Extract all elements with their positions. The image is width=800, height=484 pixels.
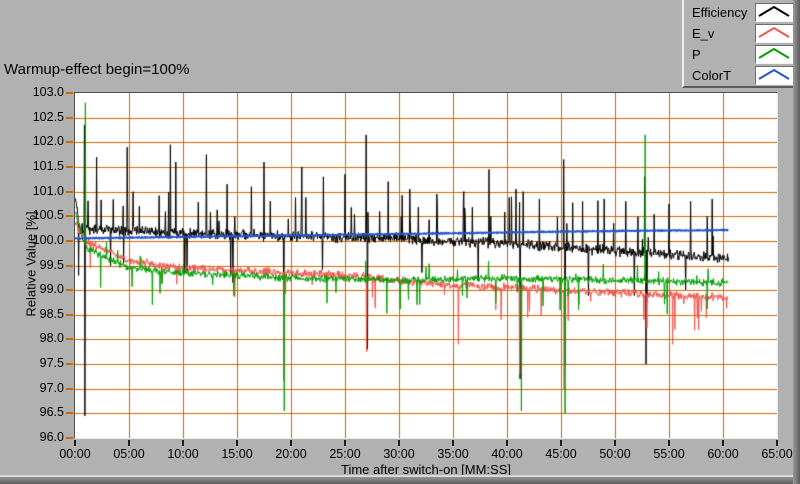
y-tick-label: 101.0	[14, 184, 64, 199]
x-tick-mark	[722, 440, 724, 446]
x-tick-mark	[236, 440, 238, 446]
legend-swatch-ev[interactable]	[755, 24, 795, 43]
y-tick-label: 102.0	[14, 134, 64, 149]
chart-title: Warmup-effect begin=100%	[4, 61, 190, 78]
x-tick-mark	[74, 440, 76, 446]
legend-item-p[interactable]: P	[684, 44, 800, 65]
chart-legend: Efficiency E_v P ColorT	[682, 0, 800, 88]
x-tick-label: 50:00	[589, 447, 641, 462]
line-sample-icon	[756, 67, 792, 82]
x-tick-mark	[452, 440, 454, 446]
x-tick-label: 15:00	[211, 447, 263, 462]
y-tick-label: 98.5	[14, 307, 64, 322]
legend-label-ev: E_v	[692, 26, 714, 41]
legend-label-p: P	[692, 47, 701, 62]
y-tick-mark	[66, 338, 73, 340]
x-tick-label: 25:00	[319, 447, 371, 462]
y-tick-label: 99.0	[14, 282, 64, 297]
chart-canvas	[75, 93, 777, 438]
x-tick-label: 30:00	[373, 447, 425, 462]
x-tick-label: 60:00	[697, 447, 749, 462]
y-tick-label: 100.0	[14, 233, 64, 248]
x-tick-mark	[668, 440, 670, 446]
x-tick-label: 00:00	[49, 447, 101, 462]
x-tick-label: 55:00	[643, 447, 695, 462]
y-tick-mark	[66, 412, 73, 414]
y-tick-mark	[66, 215, 73, 217]
line-sample-icon	[756, 4, 792, 19]
legend-item-ev[interactable]: E_v	[684, 23, 800, 44]
x-tick-label: 35:00	[427, 447, 479, 462]
x-tick-mark	[398, 440, 400, 446]
y-tick-label: 102.5	[14, 110, 64, 125]
y-tick-mark	[66, 240, 73, 242]
y-tick-mark	[66, 437, 73, 439]
x-tick-mark	[344, 440, 346, 446]
y-tick-label: 98.0	[14, 331, 64, 346]
y-tick-label: 96.5	[14, 405, 64, 420]
y-tick-mark	[66, 314, 73, 316]
warmup-chart-panel: Warmup-effect begin=100% Efficiency E_v …	[0, 0, 800, 484]
line-sample-icon	[756, 46, 792, 61]
legend-swatch-efficiency[interactable]	[755, 3, 795, 22]
x-tick-label: 05:00	[103, 447, 155, 462]
legend-label-efficiency: Efficiency	[692, 5, 747, 20]
x-tick-label: 20:00	[265, 447, 317, 462]
y-tick-mark	[66, 92, 73, 94]
x-tick-mark	[182, 440, 184, 446]
y-tick-label: 103.0	[14, 85, 64, 100]
x-tick-mark	[506, 440, 508, 446]
line-sample-icon	[756, 25, 792, 40]
y-tick-label: 99.5	[14, 258, 64, 273]
legend-label-colort: ColorT	[692, 68, 731, 83]
y-tick-mark	[66, 166, 73, 168]
y-tick-label: 97.0	[14, 381, 64, 396]
x-tick-mark	[776, 440, 778, 446]
y-tick-label: 97.5	[14, 356, 64, 371]
x-tick-label: 40:00	[481, 447, 533, 462]
x-tick-mark	[560, 440, 562, 446]
y-tick-mark	[66, 265, 73, 267]
x-tick-mark	[290, 440, 292, 446]
x-tick-mark	[128, 440, 130, 446]
y-tick-mark	[66, 191, 73, 193]
legend-swatch-colort[interactable]	[755, 66, 795, 85]
y-tick-label: 101.5	[14, 159, 64, 174]
y-tick-mark	[66, 289, 73, 291]
plot-area	[74, 92, 778, 439]
y-tick-label: 100.5	[14, 208, 64, 223]
x-tick-label: 45:00	[535, 447, 587, 462]
legend-item-colort[interactable]: ColorT	[684, 65, 800, 86]
y-tick-mark	[66, 117, 73, 119]
y-tick-mark	[66, 141, 73, 143]
window-bevel-bottom	[0, 477, 800, 484]
y-tick-label: 96.0	[14, 430, 64, 445]
y-tick-mark	[66, 363, 73, 365]
window-bevel-right	[793, 0, 800, 484]
legend-item-efficiency[interactable]: Efficiency	[684, 2, 800, 23]
x-tick-mark	[614, 440, 616, 446]
y-tick-mark	[66, 388, 73, 390]
x-tick-label: 10:00	[157, 447, 209, 462]
legend-swatch-p[interactable]	[755, 45, 795, 64]
